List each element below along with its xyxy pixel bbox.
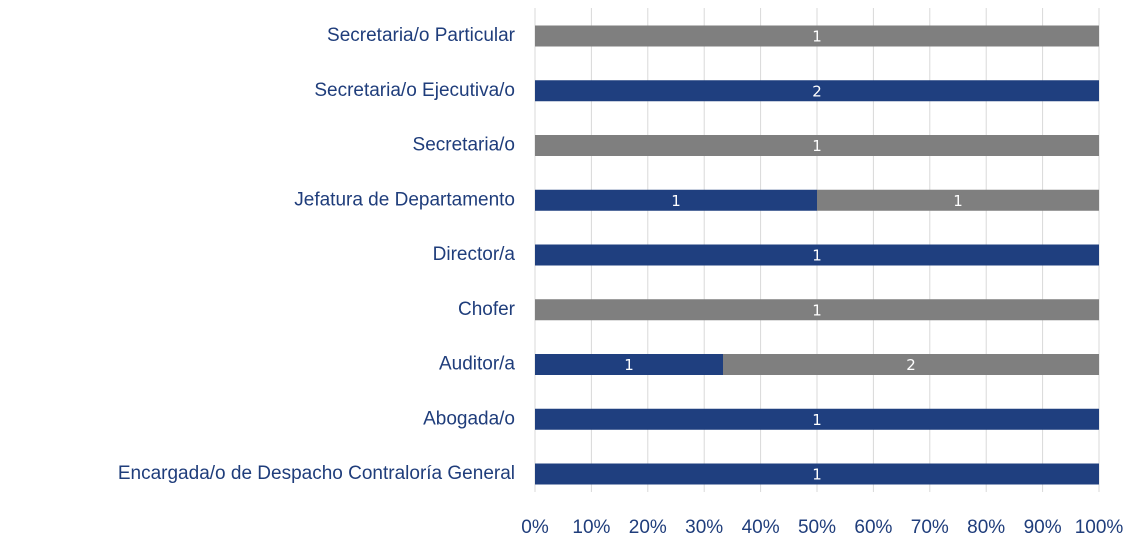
bar <box>535 354 723 375</box>
bar <box>535 189 817 211</box>
x-tick-label: 80% <box>967 517 1005 538</box>
x-tick-label: 10% <box>572 517 610 538</box>
x-tick-label: 90% <box>1024 517 1062 538</box>
data-label: 1 <box>812 28 822 46</box>
y-tick-label: Chofer <box>458 299 516 320</box>
x-tick-label: 0% <box>521 517 549 538</box>
y-tick-label: Abogada/o <box>423 408 515 429</box>
bar <box>723 354 1099 375</box>
y-tick-label: Jefatura de Departamento <box>294 189 515 210</box>
data-label: 1 <box>812 466 822 484</box>
y-tick-label: Secretaria/o Ejecutiva/o <box>314 80 515 101</box>
data-label: 2 <box>812 82 822 100</box>
bar <box>535 408 1099 430</box>
x-tick-label: 60% <box>854 517 892 538</box>
data-label: 1 <box>812 137 822 155</box>
bar <box>817 189 1099 211</box>
x-tick-label: 30% <box>685 517 723 538</box>
y-tick-label: Director/a <box>433 244 516 265</box>
x-tick-label: 70% <box>911 517 949 538</box>
data-label: 1 <box>812 247 822 265</box>
bar <box>535 299 1099 321</box>
bar <box>535 463 1099 485</box>
bar <box>535 244 1099 266</box>
data-label: 1 <box>671 192 681 210</box>
y-tick-label: Encargada/o de Despacho Contraloría Gene… <box>118 463 515 484</box>
data-label: 1 <box>624 356 634 374</box>
x-tick-label: 40% <box>742 517 780 538</box>
x-tick-label: 100% <box>1075 517 1124 538</box>
data-label: 1 <box>953 192 963 210</box>
y-tick-label: Secretaria/o Particular <box>327 25 516 46</box>
x-tick-label: 50% <box>798 517 836 538</box>
y-tick-label: Auditor/a <box>439 354 515 375</box>
data-label: 2 <box>906 356 916 374</box>
bar <box>535 135 1099 156</box>
data-label: 1 <box>812 411 822 429</box>
data-label: 1 <box>812 301 822 319</box>
y-tick-label: Secretaria/o <box>413 135 515 156</box>
bar <box>535 25 1099 47</box>
bar <box>535 80 1099 102</box>
x-tick-label: 20% <box>629 517 667 538</box>
